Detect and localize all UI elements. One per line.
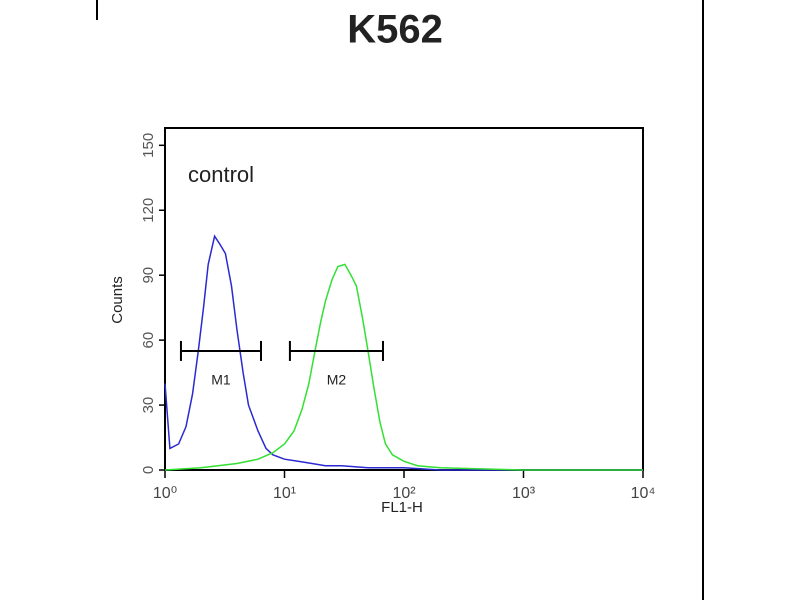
gate-label: M2: [327, 372, 347, 388]
y-tick-label: 90: [140, 267, 157, 284]
y-tick-label: 120: [140, 198, 157, 223]
x-tick-label: 10¹: [273, 485, 296, 502]
x-tick-label: 10⁰: [153, 485, 177, 502]
y-tick-label: 30: [140, 397, 157, 414]
x-axis-label: FL1-H: [381, 499, 423, 516]
histogram-line: [164, 234, 643, 471]
y-tick-label: 0: [140, 466, 157, 474]
y-axis-label: Counts: [109, 276, 126, 324]
x-tick-label: 10⁴: [631, 485, 656, 502]
annotation: control: [188, 162, 254, 187]
gate-label: M1: [211, 372, 231, 388]
chart-title: K562: [347, 8, 443, 52]
x-tick-label: 10³: [512, 485, 536, 502]
x-tick-label: 10²: [392, 485, 416, 502]
y-tick-label: 60: [140, 332, 157, 349]
y-tick-label: 150: [140, 133, 157, 158]
histogram-line: [164, 263, 643, 471]
